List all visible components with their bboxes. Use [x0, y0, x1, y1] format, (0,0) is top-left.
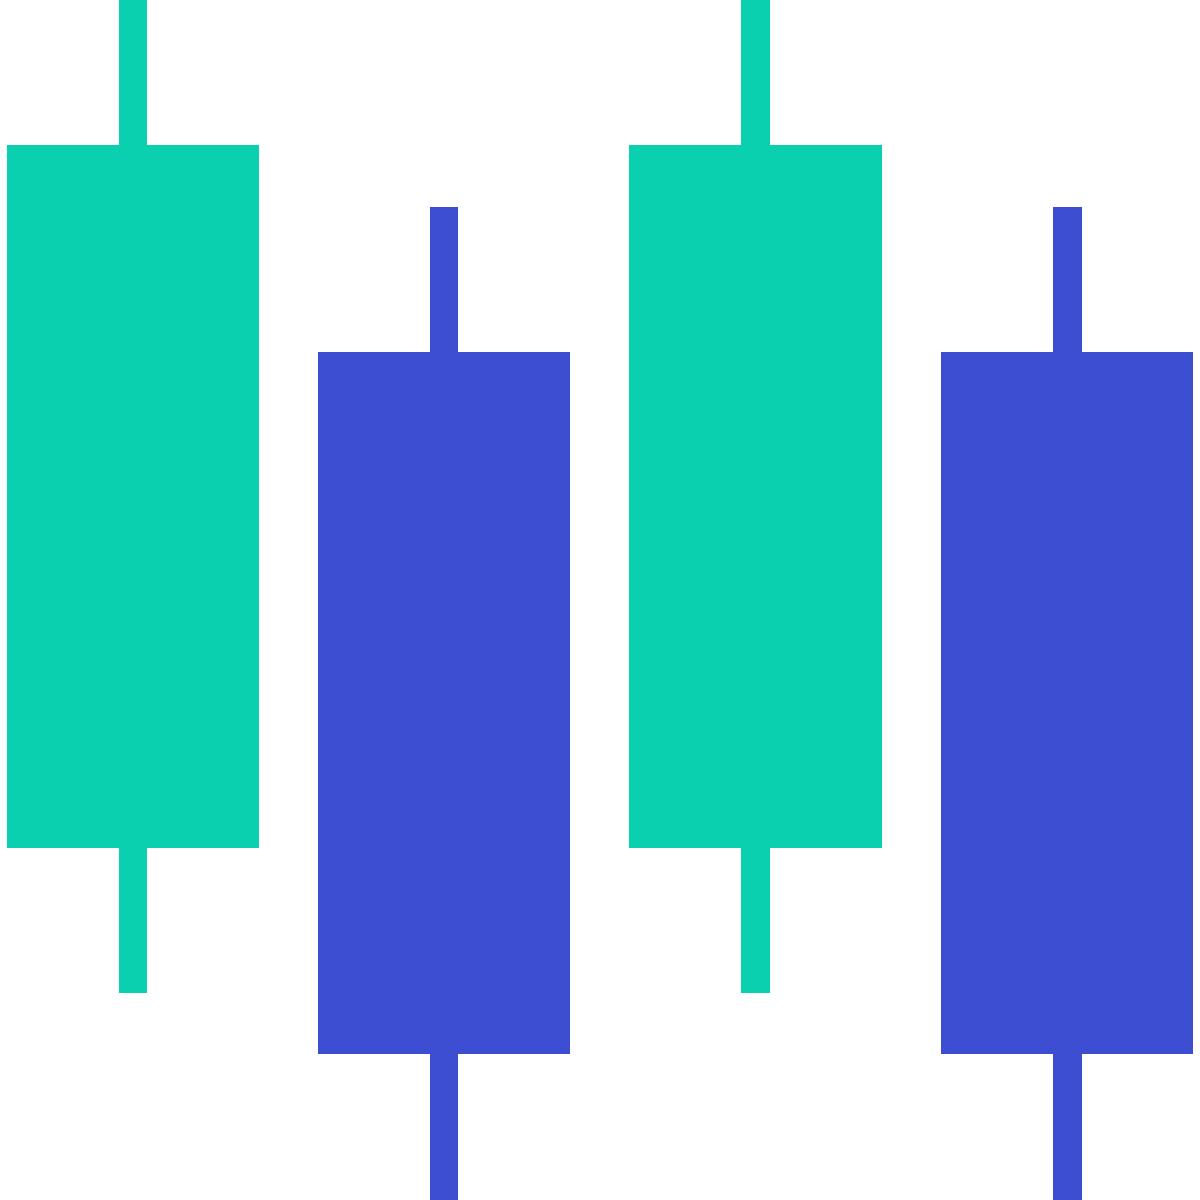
candle-3-lower-wick: [741, 848, 770, 993]
candle-1-upper-wick: [119, 0, 147, 145]
candle-3-upper-wick: [741, 0, 770, 145]
candle-4-lower-wick: [1053, 1054, 1082, 1200]
candle-2-body: [318, 352, 570, 1054]
candle-2-upper-wick: [430, 207, 458, 352]
candle-1-lower-wick: [119, 848, 147, 993]
candle-4-upper-wick: [1053, 207, 1082, 352]
candle-1: [7, 0, 259, 993]
candle-4-body: [941, 352, 1193, 1054]
candle-2: [318, 207, 570, 1200]
candle-4: [941, 207, 1193, 1200]
candle-2-lower-wick: [430, 1054, 458, 1200]
candle-1-body: [7, 145, 259, 848]
candle-3-body: [629, 145, 882, 848]
candle-3: [629, 0, 882, 993]
candles-group: [7, 0, 1193, 1200]
